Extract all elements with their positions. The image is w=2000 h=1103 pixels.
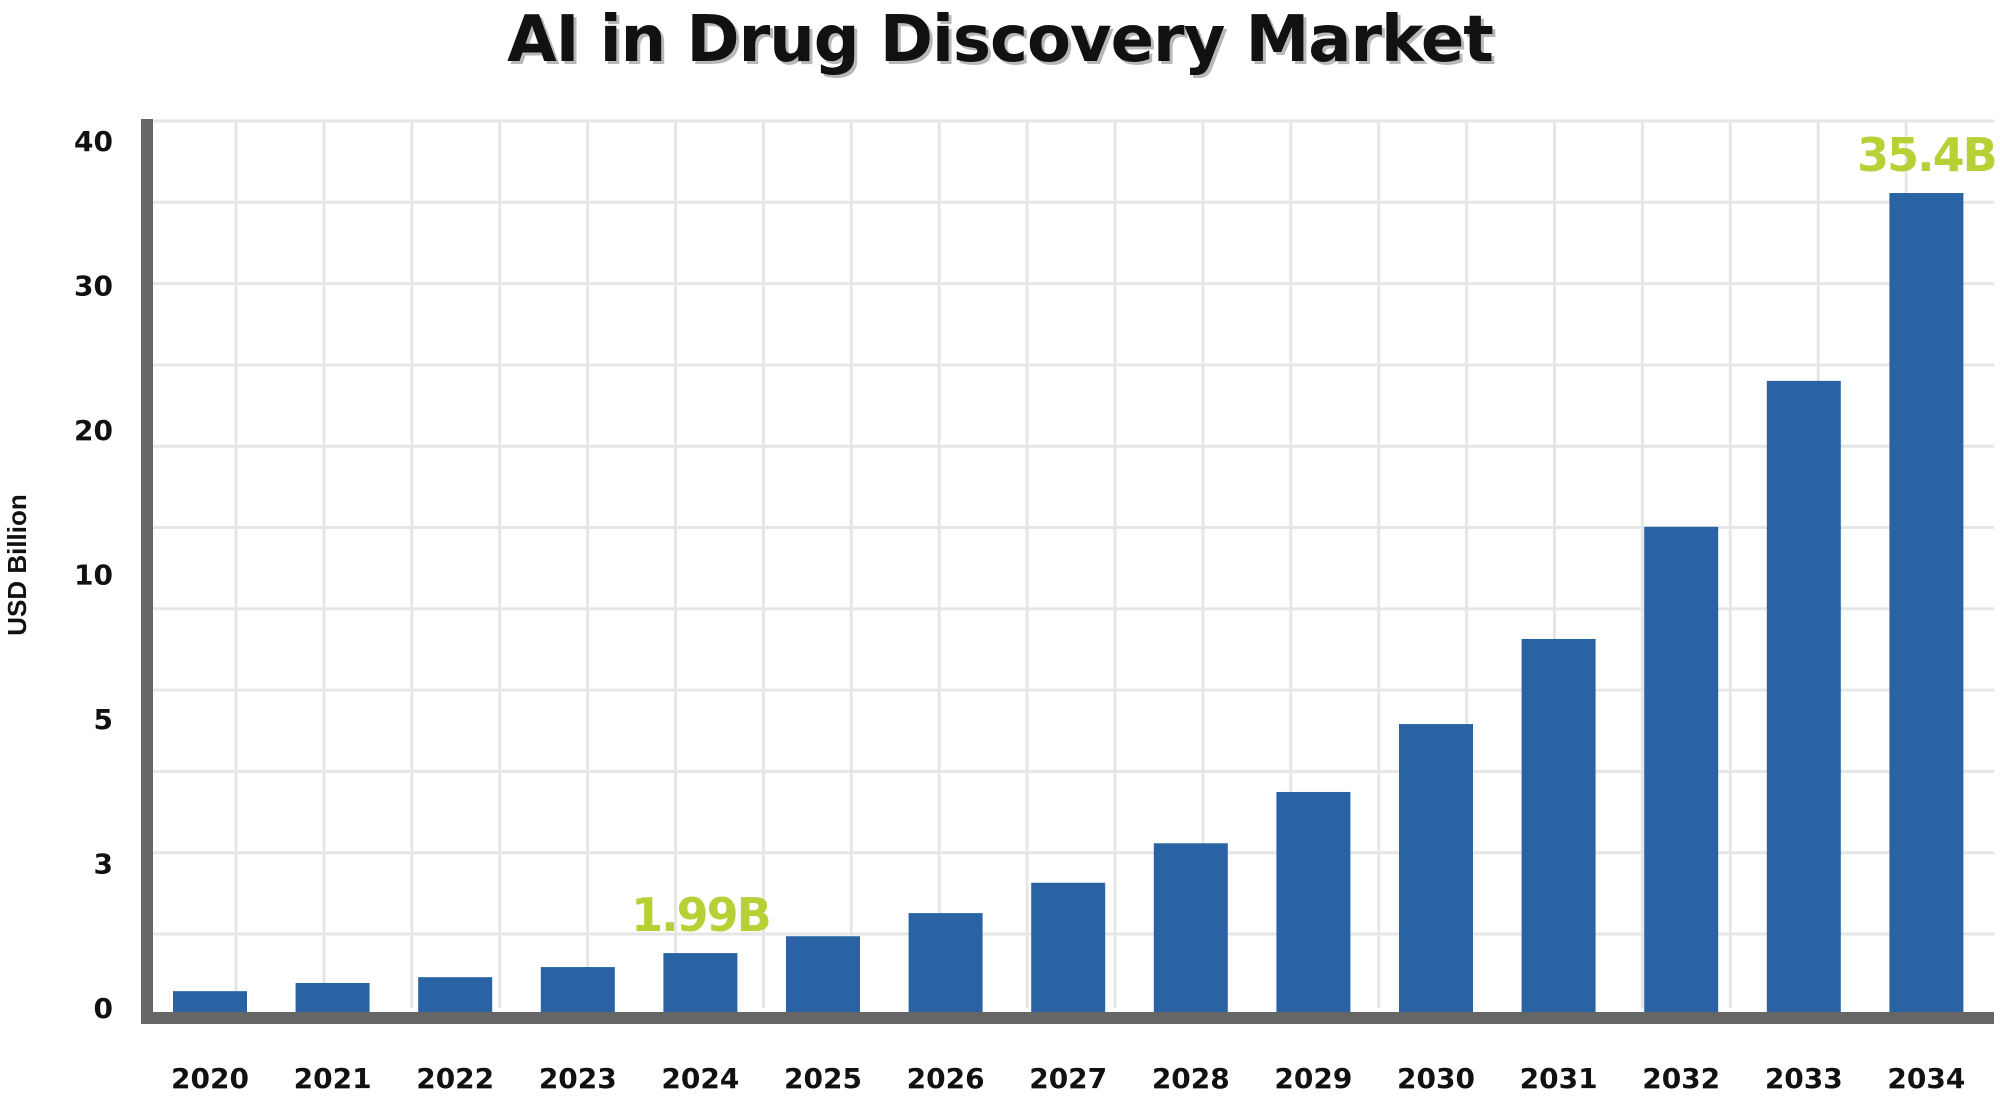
x-tick-label: 2020: [171, 1062, 249, 1095]
bar-2024: [663, 953, 738, 1012]
bar-2029: [1276, 791, 1351, 1012]
x-tick-label: 2033: [1765, 1062, 1843, 1095]
bar-2023: [540, 967, 615, 1012]
bar-2032: [1644, 526, 1719, 1012]
y-tick-label: 3: [94, 848, 113, 881]
bar-2020: [173, 991, 247, 1012]
x-tick-label: 2026: [907, 1062, 985, 1095]
x-tick-label: 2028: [1152, 1062, 1230, 1095]
x-tick-label: 2027: [1029, 1062, 1107, 1095]
x-tick-label: 2032: [1642, 1062, 1720, 1095]
bar-2033: [1766, 380, 1841, 1012]
bars: [173, 193, 1964, 1012]
chart-title: AI in Drug Discovery Market: [507, 3, 1494, 77]
x-tick-label: 2023: [539, 1062, 617, 1095]
x-tick-label: 2022: [416, 1062, 494, 1095]
bar-2021: [295, 982, 370, 1012]
y-tick-label: 10: [74, 559, 113, 592]
data-label-2024: 1.99B: [631, 888, 770, 942]
bar-2027: [1031, 882, 1106, 1012]
bar-2028: [1153, 843, 1228, 1012]
x-tick-label: 2030: [1397, 1062, 1475, 1095]
bar-2026: [908, 913, 983, 1012]
bar-2022: [418, 977, 493, 1012]
y-tick-label: 40: [74, 125, 113, 158]
y-tick-label: 0: [94, 992, 113, 1025]
y-axis-line: [141, 119, 153, 1024]
axes: [141, 119, 1994, 1024]
y-tick-label: 20: [74, 414, 113, 447]
x-tick-label: 2034: [1887, 1062, 1965, 1095]
x-tick-label: 2029: [1274, 1062, 1352, 1095]
y-axis-label: USD Billion: [2, 494, 32, 636]
y-tick-label: 30: [74, 270, 113, 303]
x-axis-line: [141, 1012, 1994, 1024]
bar-2030: [1399, 724, 1473, 1012]
bar-2025: [786, 936, 860, 1012]
y-tick-label: 5: [94, 703, 113, 736]
bar-2031: [1521, 638, 1596, 1012]
bar-2034: [1889, 193, 1964, 1012]
x-tick-label: 2031: [1520, 1062, 1598, 1095]
x-tick-label: 2025: [784, 1062, 862, 1095]
x-tick-label: 2024: [661, 1062, 739, 1095]
data-label-2034: 35.4B: [1857, 128, 1996, 182]
x-tick-label: 2021: [294, 1062, 372, 1095]
